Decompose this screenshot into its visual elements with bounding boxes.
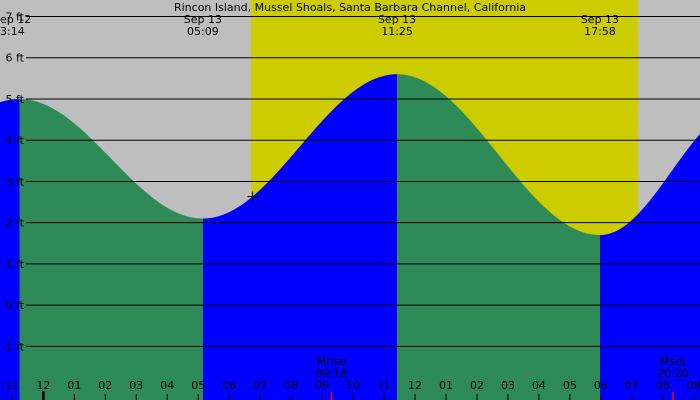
gridlines <box>26 15 700 347</box>
extreme-date-label: Sep 13 <box>378 13 416 26</box>
x-tick-label: 02 <box>98 379 112 392</box>
tide-area-layer <box>0 74 700 400</box>
falling-tide-segment <box>397 74 600 400</box>
x-tick-label: 02 <box>470 379 484 392</box>
x-tick-label: 11 <box>377 379 391 392</box>
y-tick-label: 1 ft <box>6 258 25 271</box>
x-tick-label: 04 <box>160 379 174 392</box>
rising-tide-segment <box>599 133 700 400</box>
rising-tide-segment <box>202 74 398 400</box>
x-tick-label: 01 <box>439 379 453 392</box>
moon-event-time: 09:18 <box>316 367 348 380</box>
extreme-date-label: Sep 13 <box>581 13 619 26</box>
x-tick-label: 01 <box>67 379 81 392</box>
extreme-time-label: 11:25 <box>381 25 413 38</box>
extreme-date-label: ep 12 <box>0 13 31 26</box>
extreme-date-label: Sep 13 <box>184 13 222 26</box>
y-tick-label: 4 ft <box>6 134 25 147</box>
x-tick-label: 03 <box>129 379 143 392</box>
x-tick-label: 08 <box>656 379 670 392</box>
moon-event-label: Mrise <box>317 355 347 368</box>
x-tick-label: 10 <box>346 379 360 392</box>
y-tick-label: 7 ft <box>6 10 25 23</box>
moon-event-time: 20:20 <box>657 367 689 380</box>
x-tick-label: 07 <box>253 379 267 392</box>
x-tick-label: 12 <box>408 379 422 392</box>
x-tick-label: 06 <box>594 379 608 392</box>
x-tick-label: 03 <box>501 379 515 392</box>
x-tick-label: 07 <box>625 379 639 392</box>
x-tick-label: 05 <box>563 379 577 392</box>
chart-title: Rincon Island, Mussel Shoals, Santa Barb… <box>174 1 526 14</box>
rising-tide-segment <box>0 98 20 400</box>
x-tick-label: 09 <box>315 379 329 392</box>
y-tick-label: 3 ft <box>6 175 25 188</box>
x-tick-label: 11 <box>5 379 19 392</box>
y-tick-label: 6 ft <box>6 52 25 65</box>
x-tick-label: 06 <box>222 379 236 392</box>
extreme-time-label: 17:58 <box>584 25 616 38</box>
y-tick-label: -1 ft <box>2 340 25 353</box>
x-tick-label: 04 <box>532 379 546 392</box>
x-tick-label: 12 <box>36 379 50 392</box>
x-tick-label: 05 <box>191 379 205 392</box>
y-tick-label: 0 ft <box>6 299 25 312</box>
extreme-time-label: 3:14 <box>0 25 25 38</box>
x-tick-label: 09 <box>687 379 700 392</box>
y-tick-label: 5 ft <box>6 93 25 106</box>
x-tick-label: 08 <box>284 379 298 392</box>
moon-event-label: Mset <box>660 355 687 368</box>
falling-tide-segment <box>19 98 203 400</box>
y-tick-label: 2 ft <box>6 217 25 230</box>
extreme-time-label: 05:09 <box>187 25 219 38</box>
